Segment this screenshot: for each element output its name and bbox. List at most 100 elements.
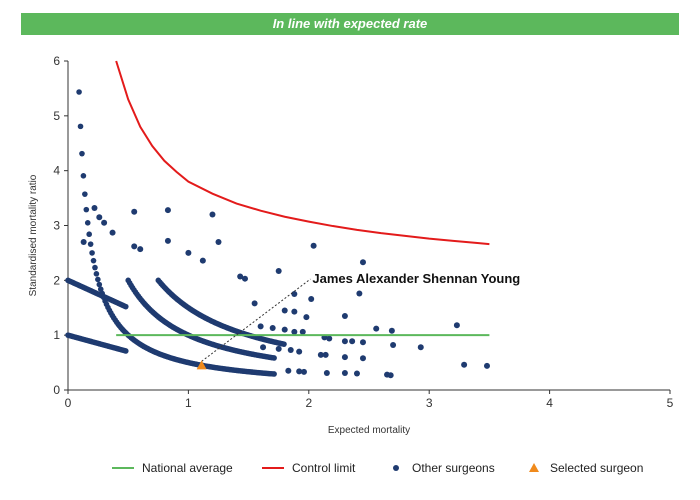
other-surgeon-point <box>308 295 315 302</box>
other-surgeon-point <box>291 308 298 315</box>
other-surgeon-point <box>388 327 395 334</box>
x-axis-label: Expected mortality <box>328 425 410 436</box>
legend-label: Selected surgeon <box>550 461 643 475</box>
other-surgeon-point <box>275 345 282 352</box>
other-surgeon-point <box>359 339 366 346</box>
y-tick-label: 0 <box>53 383 60 397</box>
y-axis-label: Standardised mortality ratio <box>28 174 39 296</box>
other-surgeon-point <box>296 368 303 375</box>
other-surgeon-point <box>287 346 294 353</box>
legend-label: National average <box>142 461 233 475</box>
other-surgeon-point <box>82 191 88 197</box>
other-surgeon-point <box>359 259 366 266</box>
other-surgeon-point <box>291 291 298 298</box>
other-surgeon-point <box>281 341 287 347</box>
selected-surgeon-marker[interactable] <box>196 360 207 370</box>
other-surgeon-point <box>417 344 424 351</box>
x-tick-label: 2 <box>305 396 312 410</box>
other-surgeon-point <box>299 328 306 335</box>
other-surgeon-point <box>80 238 87 245</box>
other-surgeon-point <box>237 273 244 280</box>
other-surgeon-point <box>341 370 348 377</box>
control-limit-line <box>115 60 490 246</box>
other-surgeon-point <box>164 237 171 244</box>
other-surgeon-point <box>93 271 100 277</box>
other-surgeon-point <box>390 342 397 349</box>
other-surgeon-point <box>296 348 303 355</box>
other-surgeon-point <box>83 206 90 213</box>
other-surgeon-point <box>322 351 329 358</box>
legend: National average Control limit Other surge… <box>112 461 643 475</box>
other-surgeon-point <box>96 214 103 221</box>
other-surgeon-point <box>137 246 144 253</box>
other-surgeon-point <box>79 150 85 157</box>
other-surgeon-point <box>80 173 87 179</box>
other-surgeon-point <box>164 207 171 214</box>
x-tick-label: 4 <box>546 396 553 410</box>
other-surgeon-point <box>92 264 98 271</box>
other-surgeon-point <box>251 300 258 307</box>
selected-surgeon-annotation: James Alexander Shennan Young <box>312 271 520 286</box>
other-surgeon-point <box>387 372 394 379</box>
other-surgeon-point <box>109 229 116 236</box>
legend-item: Selected surgeon <box>529 461 643 475</box>
legend-swatch <box>529 463 539 472</box>
other-surgeon-point <box>91 204 98 211</box>
other-surgeon-point <box>257 323 264 330</box>
x-tick-label: 1 <box>185 396 192 410</box>
y-tick-label: 2 <box>53 273 60 287</box>
other-surgeon-point <box>356 290 363 297</box>
other-surgeon-point <box>95 276 101 283</box>
other-surgeon-point <box>275 268 282 275</box>
other-surgeon-point <box>260 344 267 351</box>
other-surgeon-point <box>215 238 222 245</box>
other-surgeon-point <box>341 354 348 361</box>
other-surgeon-point <box>122 303 129 310</box>
other-surgeon-point <box>241 275 248 282</box>
legend-item: Control limit <box>262 461 356 475</box>
y-tick-label: 6 <box>53 54 60 68</box>
y-tick-label: 5 <box>53 109 60 123</box>
other-surgeon-point <box>359 355 366 362</box>
other-surgeon-point <box>341 312 348 319</box>
other-surgeon-point <box>199 257 206 264</box>
other-surgeon-point <box>101 219 108 226</box>
other-surgeon-point <box>77 123 84 130</box>
other-surgeon-point <box>453 322 460 329</box>
x-tick-label: 0 <box>65 396 72 410</box>
other-surgeon-point <box>349 338 356 345</box>
other-surgeon-point <box>317 351 324 358</box>
other-surgeon-point <box>122 348 129 354</box>
other-surgeon-point <box>303 314 310 321</box>
other-surgeon-point <box>97 286 104 293</box>
other-surgeon-point <box>96 281 103 288</box>
other-surgeon-point <box>285 367 292 374</box>
other-surgeon-point <box>269 325 276 332</box>
other-surgeon-point <box>341 338 348 345</box>
other-surgeon-point <box>90 257 97 264</box>
x-ticks: 0 1 2 3 4 5 <box>65 390 674 410</box>
other-surgeon-point <box>89 250 95 256</box>
annotation-leader-line <box>201 278 311 362</box>
other-surgeon-point <box>373 325 380 332</box>
legend-item: National average <box>112 461 233 475</box>
other-surgeon-point <box>461 361 468 368</box>
other-surgeon-point <box>326 335 333 342</box>
x-tick-label: 5 <box>667 396 674 410</box>
other-surgeon-point <box>483 362 490 369</box>
other-surgeon-point <box>281 326 288 333</box>
other-surgeon-point <box>271 371 277 377</box>
legend-swatch <box>393 465 399 471</box>
other-surgeons-bands <box>65 89 287 377</box>
other-surgeon-point <box>86 231 92 238</box>
other-surgeon-point <box>131 243 138 250</box>
y-tick-label: 4 <box>53 164 60 178</box>
legend-label: Control limit <box>292 461 356 475</box>
other-surgeon-point <box>271 355 277 361</box>
y-tick-label: 3 <box>53 219 60 233</box>
other-surgeon-point <box>310 242 317 249</box>
x-tick-label: 3 <box>426 396 433 410</box>
y-ticks: 0 1 2 3 4 5 6 <box>53 54 68 397</box>
legend-item: Other surgeons <box>393 461 495 475</box>
